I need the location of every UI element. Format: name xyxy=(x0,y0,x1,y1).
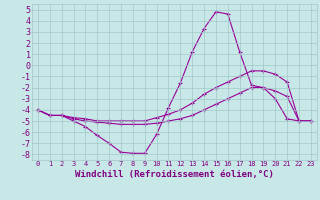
X-axis label: Windchill (Refroidissement éolien,°C): Windchill (Refroidissement éolien,°C) xyxy=(75,170,274,179)
